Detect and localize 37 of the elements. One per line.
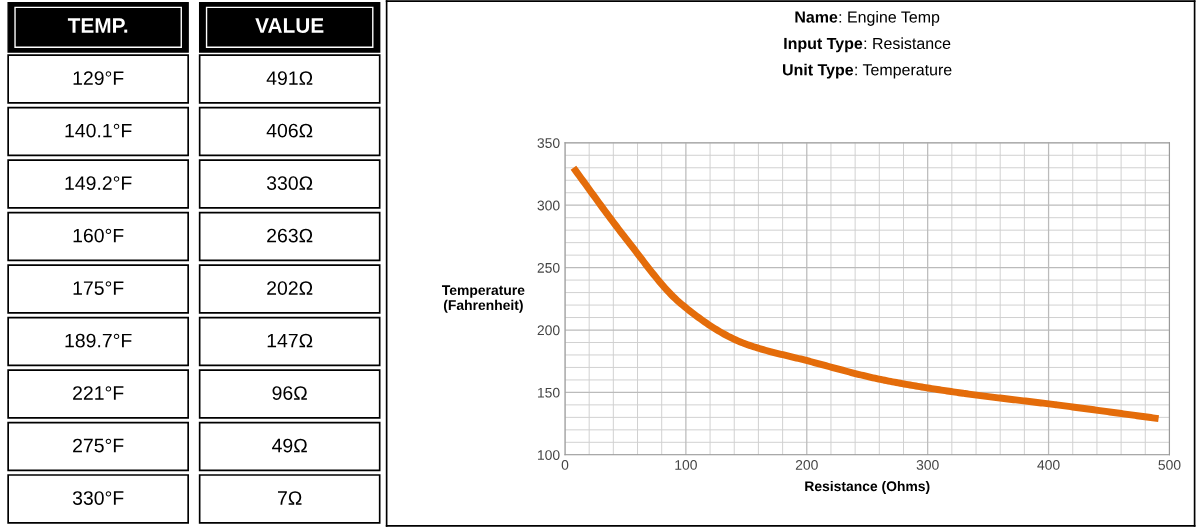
y-tick-label: 300 [537,200,560,211]
x-tick-label: 400 [1037,460,1060,470]
category-label: VALUE [255,18,324,33]
y-tick-label: 150 [538,387,560,398]
x-tick-label: 500 [1158,460,1181,470]
x-tick-label: 100 [675,460,697,470]
x-tick-label: 200 [795,460,818,470]
text: 49Ω [272,438,307,453]
text: 149.2°F [65,176,132,190]
x-axis-title: Resistance (Ohms) [805,480,930,494]
y-axis-title: Temperature (Fahrenheit) [441,285,525,313]
text: 406Ω [266,123,313,138]
category-label: TEMP. [67,18,128,33]
text: 330Ω [266,176,313,190]
text: 189.7°F [65,333,132,348]
y-tick-label: 350 [537,138,560,148]
text: 7Ω [278,491,302,505]
text: 491Ω [266,71,313,86]
y-tick-label: 250 [537,262,560,273]
x-tick-label: 0 [561,460,569,470]
text: 330°F [72,491,124,505]
y-tick-label: 200 [537,325,560,336]
y-tick-label: 100 [538,450,560,460]
text: Name: Engine Temp [795,11,940,26]
text: 147Ω [267,333,313,348]
text: 263Ω [267,228,313,243]
text: Input Type: Resistance [784,37,951,53]
text: Unit Type: Temperature [783,63,952,79]
text: 175°F [73,281,124,295]
text: 202Ω [267,281,313,295]
text: 275°F [73,438,124,453]
text: 129°F [73,71,124,86]
text: 140.1°F [65,123,132,138]
text: 96Ω [272,386,307,400]
text: 221°F [73,386,124,400]
text: 160°F [73,228,124,243]
x-tick-label: 300 [916,460,939,470]
